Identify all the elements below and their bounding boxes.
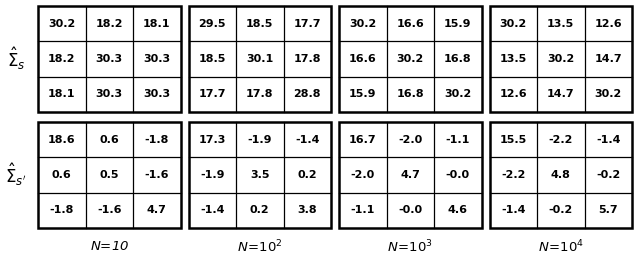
Text: 17.8: 17.8	[294, 54, 321, 64]
Text: -0.0: -0.0	[398, 205, 422, 215]
Text: 0.2: 0.2	[250, 205, 269, 215]
Text: -1.4: -1.4	[596, 135, 621, 145]
Text: 17.3: 17.3	[198, 135, 226, 145]
Text: 17.8: 17.8	[246, 89, 273, 99]
Text: 30.2: 30.2	[349, 19, 376, 29]
Text: 30.3: 30.3	[96, 54, 123, 64]
Text: -1.9: -1.9	[248, 135, 272, 145]
Text: 15.9: 15.9	[444, 19, 472, 29]
Text: 14.7: 14.7	[595, 54, 622, 64]
Text: $N\!=\!10^{3}$: $N\!=\!10^{3}$	[387, 238, 433, 255]
Text: -2.0: -2.0	[398, 135, 422, 145]
Text: 0.6: 0.6	[99, 135, 119, 145]
Text: -1.1: -1.1	[445, 135, 470, 145]
Text: $N\!=\!10^{2}$: $N\!=\!10^{2}$	[237, 238, 283, 255]
Text: -1.1: -1.1	[351, 205, 375, 215]
Text: 16.8: 16.8	[396, 89, 424, 99]
Text: -0.2: -0.2	[548, 205, 573, 215]
Bar	[339, 122, 481, 228]
Bar	[189, 122, 331, 228]
Text: 30.2: 30.2	[547, 54, 574, 64]
Text: 30.2: 30.2	[500, 19, 527, 29]
Text: 30.1: 30.1	[246, 54, 273, 64]
Text: 30.2: 30.2	[397, 54, 424, 64]
Text: 13.5: 13.5	[500, 54, 527, 64]
Text: -1.6: -1.6	[97, 205, 122, 215]
Text: -1.9: -1.9	[200, 170, 225, 180]
Text: $\hat{\Sigma}_s$: $\hat{\Sigma}_s$	[6, 46, 25, 72]
Text: 15.9: 15.9	[349, 89, 376, 99]
Bar	[339, 6, 481, 112]
Text: 16.7: 16.7	[349, 135, 376, 145]
Text: 18.5: 18.5	[246, 19, 273, 29]
Text: 12.6: 12.6	[595, 19, 622, 29]
Text: 30.2: 30.2	[444, 89, 472, 99]
Text: 18.2: 18.2	[48, 54, 76, 64]
Bar	[189, 6, 331, 112]
Text: 3.5: 3.5	[250, 170, 269, 180]
Text: $N$=10: $N$=10	[90, 240, 129, 253]
Text: 0.2: 0.2	[298, 170, 317, 180]
Text: 29.5: 29.5	[198, 19, 226, 29]
Text: -1.6: -1.6	[145, 170, 169, 180]
Text: 15.5: 15.5	[500, 135, 527, 145]
Text: 30.3: 30.3	[143, 54, 170, 64]
Bar	[38, 122, 180, 228]
Text: -1.4: -1.4	[501, 205, 525, 215]
Text: 18.1: 18.1	[143, 19, 170, 29]
Text: 5.7: 5.7	[598, 205, 618, 215]
Text: 4.7: 4.7	[147, 205, 166, 215]
Text: -1.4: -1.4	[200, 205, 225, 215]
Text: 18.6: 18.6	[48, 135, 76, 145]
Text: 17.7: 17.7	[294, 19, 321, 29]
Text: -0.2: -0.2	[596, 170, 620, 180]
Text: 30.3: 30.3	[96, 89, 123, 99]
Text: -2.2: -2.2	[501, 170, 525, 180]
Text: 17.7: 17.7	[198, 89, 226, 99]
Bar	[490, 6, 632, 112]
Text: 14.7: 14.7	[547, 89, 575, 99]
Text: 3.8: 3.8	[298, 205, 317, 215]
Text: 30.2: 30.2	[595, 89, 622, 99]
Text: 28.8: 28.8	[294, 89, 321, 99]
Text: -2.0: -2.0	[351, 170, 375, 180]
Text: 18.2: 18.2	[95, 19, 123, 29]
Text: -1.8: -1.8	[145, 135, 169, 145]
Text: 4.7: 4.7	[400, 170, 420, 180]
Text: 16.6: 16.6	[396, 19, 424, 29]
Text: 30.2: 30.2	[48, 19, 76, 29]
Text: 0.5: 0.5	[99, 170, 119, 180]
Text: 4.6: 4.6	[448, 205, 468, 215]
Text: 0.6: 0.6	[52, 170, 72, 180]
Text: 18.1: 18.1	[48, 89, 76, 99]
Text: $N\!=\!10^{4}$: $N\!=\!10^{4}$	[538, 238, 584, 255]
Text: 13.5: 13.5	[547, 19, 574, 29]
Text: 16.6: 16.6	[349, 54, 376, 64]
Text: $\hat{\Sigma}_{s'}$: $\hat{\Sigma}_{s'}$	[5, 162, 27, 188]
Text: 16.8: 16.8	[444, 54, 472, 64]
Text: 4.8: 4.8	[551, 170, 571, 180]
Bar	[38, 6, 180, 112]
Text: -1.4: -1.4	[295, 135, 319, 145]
Bar	[490, 122, 632, 228]
Text: -1.8: -1.8	[49, 205, 74, 215]
Text: 30.3: 30.3	[143, 89, 170, 99]
Text: 12.6: 12.6	[499, 89, 527, 99]
Text: -0.0: -0.0	[445, 170, 470, 180]
Text: -2.2: -2.2	[548, 135, 573, 145]
Text: 18.5: 18.5	[198, 54, 226, 64]
